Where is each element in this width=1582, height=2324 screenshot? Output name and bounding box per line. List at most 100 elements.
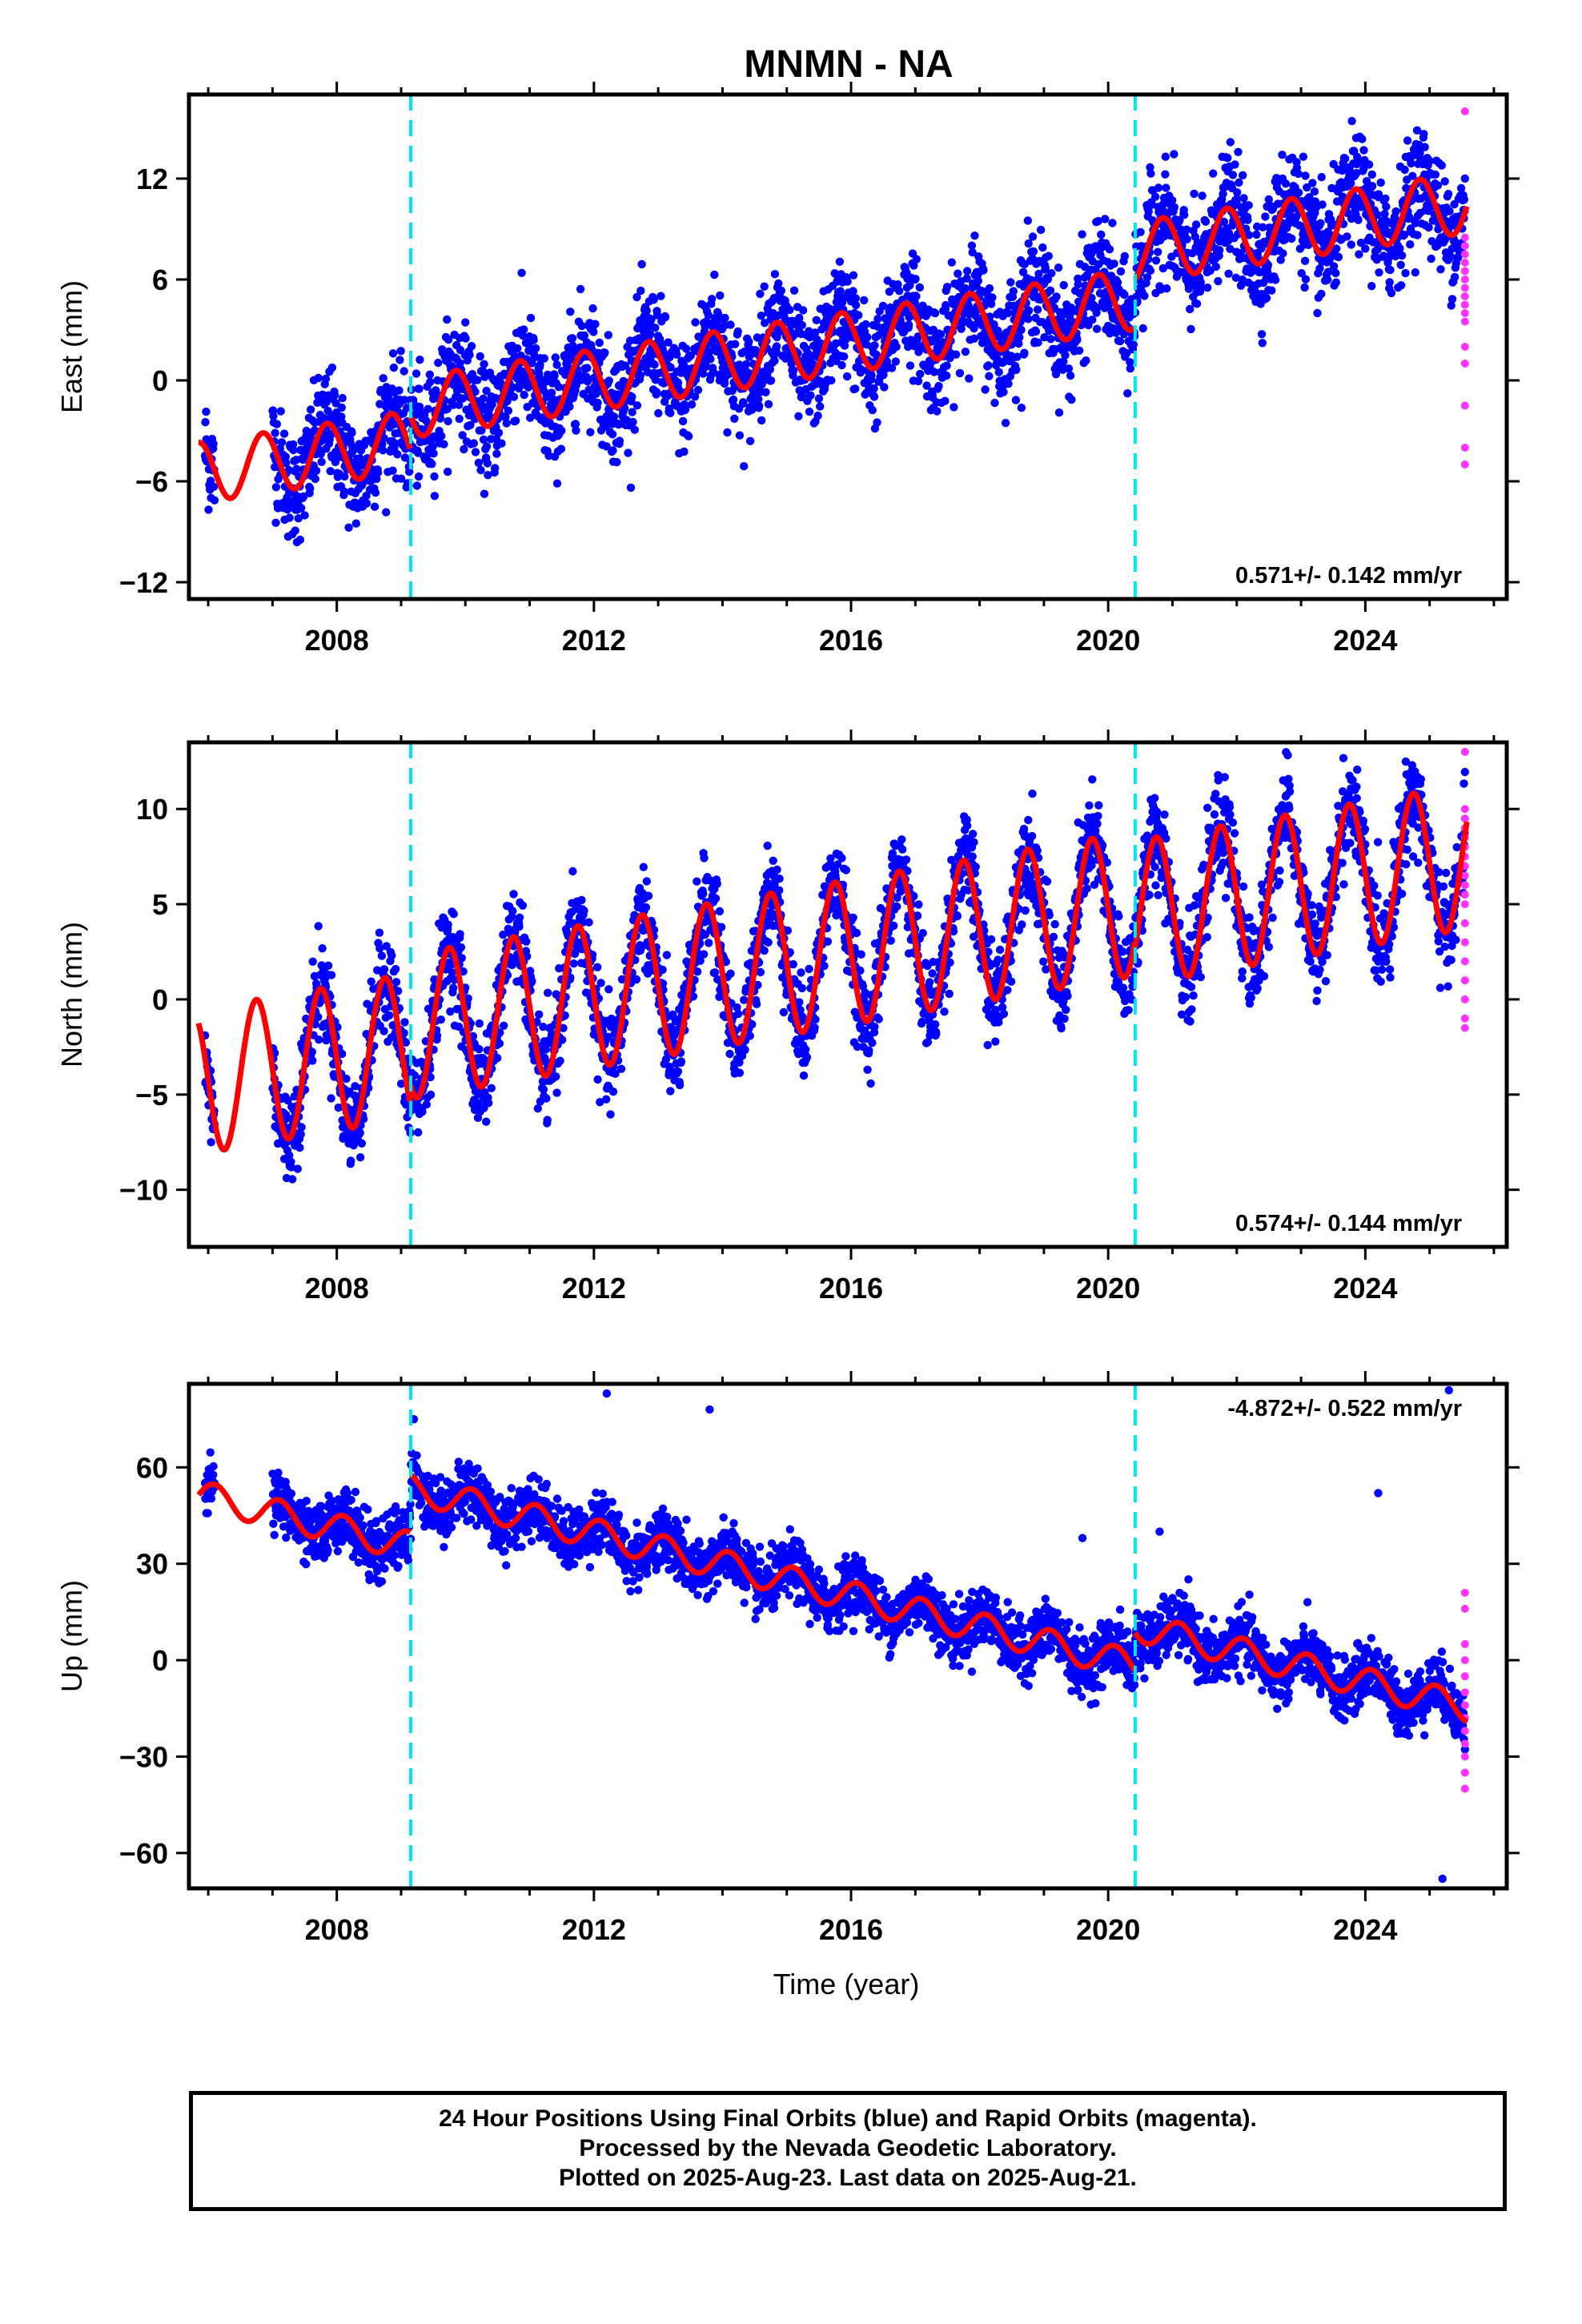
final-orbit-point — [1017, 404, 1026, 412]
final-orbit-point — [533, 1104, 542, 1113]
final-orbit-point — [642, 877, 651, 886]
final-orbit-point — [1036, 225, 1046, 235]
final-orbit-point — [754, 401, 764, 410]
final-orbit-point — [568, 334, 577, 343]
final-orbit-point — [1332, 197, 1342, 206]
final-orbit-point — [726, 320, 735, 329]
final-orbit-point — [734, 1009, 743, 1019]
final-orbit-point — [1147, 200, 1156, 209]
final-orbit-point — [536, 360, 544, 369]
final-orbit-point — [552, 1088, 561, 1097]
final-orbit-point — [588, 304, 597, 313]
final-orbit-point — [740, 462, 749, 471]
final-orbit-point — [547, 388, 556, 397]
final-orbit-point — [1043, 275, 1053, 283]
final-orbit-point — [681, 405, 690, 414]
final-orbit-point — [430, 492, 440, 501]
final-orbit-point — [1138, 324, 1147, 333]
final-orbit-point — [1244, 231, 1254, 239]
final-orbit-point — [941, 396, 950, 405]
final-orbit-point — [589, 328, 598, 336]
final-orbit-point — [357, 1139, 367, 1148]
final-orbit-point — [576, 284, 585, 294]
final-orbit-point — [1136, 227, 1145, 236]
final-orbit-point — [1259, 223, 1267, 231]
final-orbit-point — [893, 280, 902, 289]
final-orbit-point — [1161, 170, 1170, 179]
final-orbit-point — [851, 294, 860, 303]
final-orbit-point — [950, 403, 958, 412]
final-orbit-point — [416, 356, 424, 364]
final-orbit-point — [440, 440, 448, 448]
final-orbit-point — [1308, 179, 1317, 187]
final-orbit-point — [700, 854, 709, 862]
final-orbit-point — [483, 459, 492, 468]
final-orbit-point — [430, 472, 439, 481]
final-orbit-point — [620, 361, 630, 370]
final-orbit-point — [355, 1128, 364, 1137]
final-orbit-point — [449, 910, 458, 919]
final-orbit-point — [1380, 209, 1389, 219]
final-orbit-point — [1052, 292, 1061, 301]
final-orbit-point — [558, 1035, 567, 1044]
final-orbit-point — [1334, 252, 1343, 262]
rapid-orbit-point — [1460, 283, 1469, 292]
rapid-orbit-point — [1460, 309, 1469, 317]
final-orbit-point — [1287, 234, 1296, 243]
final-orbit-point — [1373, 211, 1382, 219]
final-orbit-point — [1386, 265, 1395, 275]
final-orbit-point — [673, 1067, 683, 1076]
final-orbit-point — [1029, 247, 1038, 256]
final-orbit-point — [300, 511, 309, 520]
final-orbit-point — [1317, 173, 1326, 182]
final-orbit-point — [1038, 243, 1047, 252]
final-orbit-point — [526, 313, 536, 323]
final-orbit-point — [1420, 143, 1429, 151]
final-orbit-point — [1356, 239, 1366, 247]
final-orbit-point — [1329, 262, 1339, 271]
final-orbit-point — [1239, 171, 1247, 180]
final-orbit-point — [207, 1138, 215, 1147]
final-orbit-point — [552, 479, 562, 488]
final-orbit-point — [1094, 216, 1103, 226]
final-orbit-point — [272, 420, 281, 428]
final-orbit-point — [936, 330, 946, 339]
final-orbit-point — [448, 968, 457, 977]
final-orbit-point — [456, 359, 464, 368]
final-orbit-point — [1317, 289, 1326, 299]
y-tick-label: −12 — [119, 566, 168, 599]
final-orbit-point — [947, 258, 957, 267]
final-orbit-point — [347, 428, 356, 437]
final-orbit-point — [1158, 263, 1168, 273]
final-orbit-point — [620, 404, 629, 412]
final-orbit-point — [291, 526, 299, 535]
y-tick-label: −6 — [135, 465, 168, 498]
final-orbit-point — [526, 413, 535, 422]
final-orbit-point — [879, 323, 889, 332]
final-orbit-point — [1116, 267, 1126, 276]
final-orbit-point — [1341, 154, 1350, 163]
final-orbit-point — [209, 440, 218, 448]
final-orbit-point — [596, 979, 605, 987]
final-orbit-point — [1445, 207, 1454, 215]
final-orbit-point — [1301, 171, 1310, 180]
final-orbit-point — [1170, 150, 1178, 159]
final-orbit-point — [204, 505, 213, 514]
final-orbit-point — [942, 283, 952, 292]
final-orbit-point — [502, 419, 511, 428]
final-orbit-point — [410, 1071, 419, 1080]
final-orbit-point — [1186, 304, 1195, 314]
final-orbit-point — [713, 879, 721, 888]
final-orbit-point — [1381, 194, 1390, 203]
final-orbit-point — [628, 417, 637, 427]
final-orbit-point — [720, 379, 729, 388]
final-orbit-point — [757, 312, 765, 320]
final-orbit-point — [693, 385, 703, 395]
final-orbit-point — [739, 398, 748, 407]
final-orbit-point — [396, 347, 405, 356]
final-orbit-point — [1375, 268, 1383, 277]
final-orbit-point — [789, 366, 798, 375]
final-orbit-point — [647, 315, 656, 324]
final-orbit-point — [757, 416, 766, 425]
final-orbit-point — [457, 954, 466, 963]
